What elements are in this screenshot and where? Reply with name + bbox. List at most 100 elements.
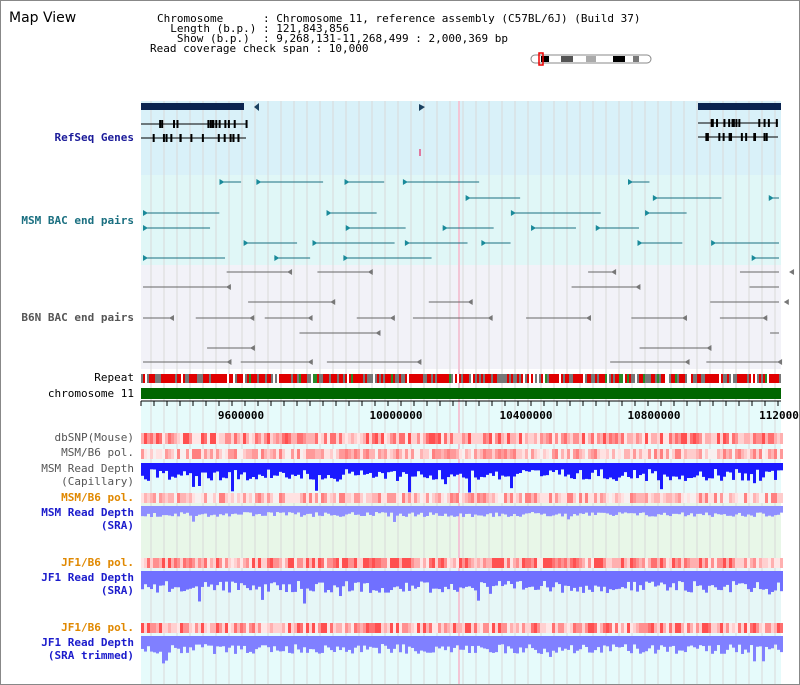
- depth-bar: [309, 636, 312, 650]
- bac-end: [219, 179, 225, 185]
- depth-bar: [534, 463, 537, 471]
- depth-bar: [264, 463, 267, 478]
- heat-cell: [423, 449, 426, 459]
- depth-bar: [462, 463, 465, 478]
- repeat-segment: [525, 374, 527, 383]
- depth-bar: [327, 571, 330, 590]
- depth-bar: [747, 463, 750, 481]
- repeat-segment: [779, 374, 781, 383]
- heat-cell: [705, 493, 708, 503]
- repeat-segment: [695, 374, 697, 383]
- repeat-segment: [467, 374, 469, 383]
- heat-cell: [318, 623, 321, 633]
- heat-cell: [777, 433, 780, 444]
- depth-bar: [570, 506, 573, 517]
- depth-bar: [219, 463, 222, 481]
- msm-read-depth-cap-label-2: (Capillary): [61, 475, 134, 488]
- heat-cell: [765, 433, 768, 444]
- depth-bar: [720, 506, 723, 515]
- depth-bar: [768, 636, 771, 650]
- repeat-segment: [409, 374, 411, 383]
- depth-bar: [774, 636, 777, 645]
- heat-cell: [672, 449, 675, 459]
- heat-cell: [531, 493, 534, 503]
- b6n-bac-label[interactable]: B6N BAC end pairs: [21, 311, 134, 324]
- repeat-segment: [723, 374, 725, 383]
- heat-cell: [543, 623, 546, 633]
- jf1-b6-pol-label[interactable]: JF1/B6 pol.: [61, 556, 134, 569]
- depth-bar: [525, 463, 528, 472]
- depth-bar: [324, 506, 327, 513]
- msm-read-depth-cap-label-1[interactable]: MSM Read Depth: [41, 462, 134, 475]
- depth-bar: [552, 463, 555, 473]
- heat-cell: [147, 493, 150, 503]
- heat-cell: [705, 433, 708, 444]
- heat-cell: [453, 623, 456, 633]
- heat-cell: [330, 493, 333, 503]
- depth-bar: [738, 463, 741, 473]
- heat-cell: [141, 449, 144, 459]
- heat-cell: [339, 449, 342, 459]
- heat-cell: [174, 449, 177, 459]
- heat-cell: [282, 433, 285, 444]
- depth-bar: [582, 506, 585, 514]
- heat-cell: [396, 623, 399, 633]
- heat-cell: [378, 449, 381, 459]
- jf1-read-depth-sra-label-1[interactable]: JF1 Read Depth: [41, 571, 134, 584]
- heat-cell: [708, 433, 711, 444]
- heat-cell: [645, 493, 648, 503]
- depth-bar: [576, 506, 579, 516]
- depth-bar: [708, 636, 711, 646]
- heat-cell: [258, 433, 261, 444]
- depth-bar: [615, 506, 618, 515]
- exon: [705, 133, 708, 141]
- heat-cell: [615, 623, 618, 633]
- heat-cell: [684, 433, 687, 444]
- depth-bar: [660, 571, 663, 583]
- depth-bar: [192, 571, 195, 588]
- depth-bar: [612, 506, 615, 516]
- depth-bar: [570, 636, 573, 646]
- depth-bar: [258, 571, 261, 587]
- depth-bar: [282, 636, 285, 652]
- heat-cell: [774, 623, 777, 633]
- heat-cell: [468, 433, 471, 444]
- heat-cell: [477, 433, 480, 444]
- repeat-segment: [613, 374, 615, 383]
- repeat-segment: [411, 374, 413, 383]
- heat-cell: [165, 449, 168, 459]
- heat-cell: [504, 449, 507, 459]
- depth-bar: [633, 506, 636, 514]
- heat-cell: [291, 623, 294, 633]
- heat-cell: [369, 493, 372, 503]
- heat-cell: [627, 558, 630, 568]
- depth-bar: [537, 571, 540, 590]
- depth-bar: [414, 506, 417, 517]
- heat-cell: [276, 623, 279, 633]
- depth-bar: [603, 506, 606, 513]
- msm-b6-pol-label[interactable]: MSM/B6 pol.: [61, 446, 134, 459]
- depth-bar: [618, 571, 621, 589]
- heat-cell: [471, 623, 474, 633]
- heat-cell: [489, 449, 492, 459]
- dbsnp-label[interactable]: dbSNP(Mouse): [54, 431, 134, 444]
- depth-bar: [654, 506, 657, 517]
- heat-cell: [291, 433, 294, 444]
- heat-cell: [252, 433, 255, 444]
- depth-bar: [162, 571, 165, 586]
- jf1-read-depth-trim-label-1[interactable]: JF1 Read Depth: [41, 636, 134, 649]
- msm-b6-pol-label-2[interactable]: MSM/B6 pol.: [61, 491, 134, 504]
- heat-cell: [612, 449, 615, 459]
- heat-cell: [666, 433, 669, 444]
- msm-read-depth-sra-label-1[interactable]: MSM Read Depth: [41, 506, 134, 519]
- depth-bar: [351, 636, 354, 654]
- repeat-segment: [523, 374, 525, 383]
- depth-bar: [564, 463, 567, 477]
- depth-bar: [540, 571, 543, 586]
- refseq-genes-label[interactable]: RefSeq Genes: [54, 131, 134, 144]
- msm-bac-label[interactable]: MSM BAC end pairs: [21, 214, 134, 227]
- depth-bar: [465, 463, 468, 479]
- jf1-b6-pol-label-2[interactable]: JF1/B6 pol.: [61, 621, 134, 634]
- heat-cell: [438, 449, 441, 459]
